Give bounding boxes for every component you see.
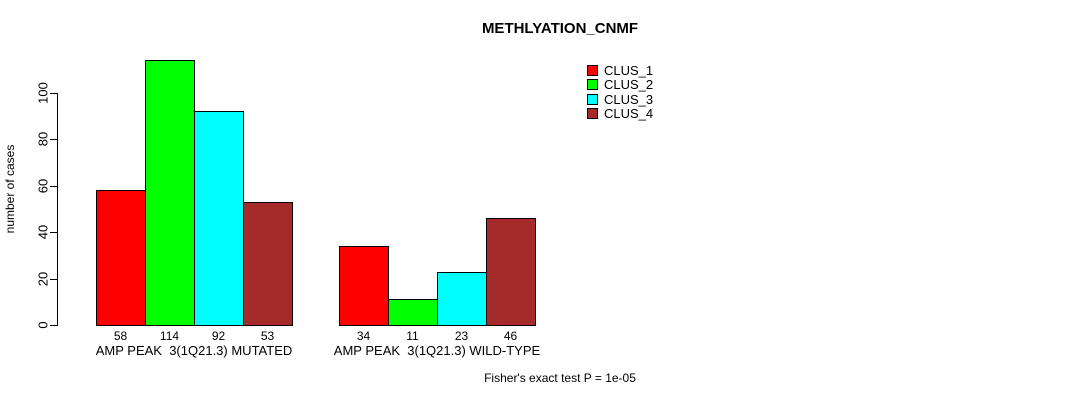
bar-value-label: 46 xyxy=(503,329,518,343)
legend-swatch-clus_3 xyxy=(587,93,598,105)
bar-value-label: 23 xyxy=(454,329,469,343)
bar-clus_4-group2 xyxy=(486,218,536,326)
legend-swatch-clus_1 xyxy=(587,64,598,76)
bar-value-label: 114 xyxy=(159,329,180,343)
legend-item-clus_4: CLUS_4 xyxy=(587,106,654,122)
legend-item-clus_2: CLUS_2 xyxy=(587,77,654,93)
y-tick-label: 40 xyxy=(35,224,51,240)
group-label: AMP PEAK 3(1Q21.3) WILD-TYPE xyxy=(333,343,541,358)
y-tick-mark xyxy=(50,232,57,234)
y-tick-mark xyxy=(50,139,57,141)
bar-clus_3-group1 xyxy=(194,111,244,326)
legend-swatch-clus_2 xyxy=(587,79,598,91)
bar-value-label: 92 xyxy=(211,329,226,343)
bar-clus_4-group1 xyxy=(243,201,293,326)
y-tick-label: 20 xyxy=(35,271,51,286)
y-axis-label: number of cases xyxy=(3,144,17,234)
legend-item-clus_3: CLUS_3 xyxy=(587,92,653,107)
fisher-test-annotation: Fisher's exact test P = 1e-05 xyxy=(484,371,636,385)
bar-clus_2-group1 xyxy=(145,60,195,326)
y-tick-mark xyxy=(50,185,57,187)
legend-label: CLUS_1 xyxy=(604,62,654,78)
y-tick-mark xyxy=(50,278,57,280)
bar-clus_3-group2 xyxy=(437,271,487,326)
y-tick-label: 80 xyxy=(35,131,51,147)
bar-value-label: 58 xyxy=(113,329,128,343)
legend-swatch-clus_4 xyxy=(587,108,598,120)
legend-label: CLUS_3 xyxy=(604,91,654,107)
y-tick-mark xyxy=(50,92,57,94)
bar-value-label: 11 xyxy=(406,329,419,343)
bar-value-label: 53 xyxy=(260,329,275,343)
chart-title: METHLYATION_CNMF xyxy=(481,20,639,37)
group-label: AMP PEAK 3(1Q21.3) MUTATED xyxy=(95,343,293,358)
y-axis-line xyxy=(57,92,58,326)
legend-item-clus_1: CLUS_1 xyxy=(587,63,653,78)
bar-clus_2-group2 xyxy=(388,299,438,326)
y-tick-label: 100 xyxy=(35,81,51,104)
legend-label: CLUS_2 xyxy=(604,77,654,93)
legend-label: CLUS_4 xyxy=(604,106,654,122)
y-tick-label: 0 xyxy=(35,321,51,329)
y-tick-mark xyxy=(50,325,57,326)
y-tick-label: 60 xyxy=(35,178,51,193)
bar-clus_1-group1 xyxy=(96,190,146,326)
legend: CLUS_1 CLUS_2 CLUS_3 CLUS_4 xyxy=(587,63,653,121)
bar-value-label: 34 xyxy=(356,329,371,343)
bar-clus_1-group2 xyxy=(339,245,389,326)
